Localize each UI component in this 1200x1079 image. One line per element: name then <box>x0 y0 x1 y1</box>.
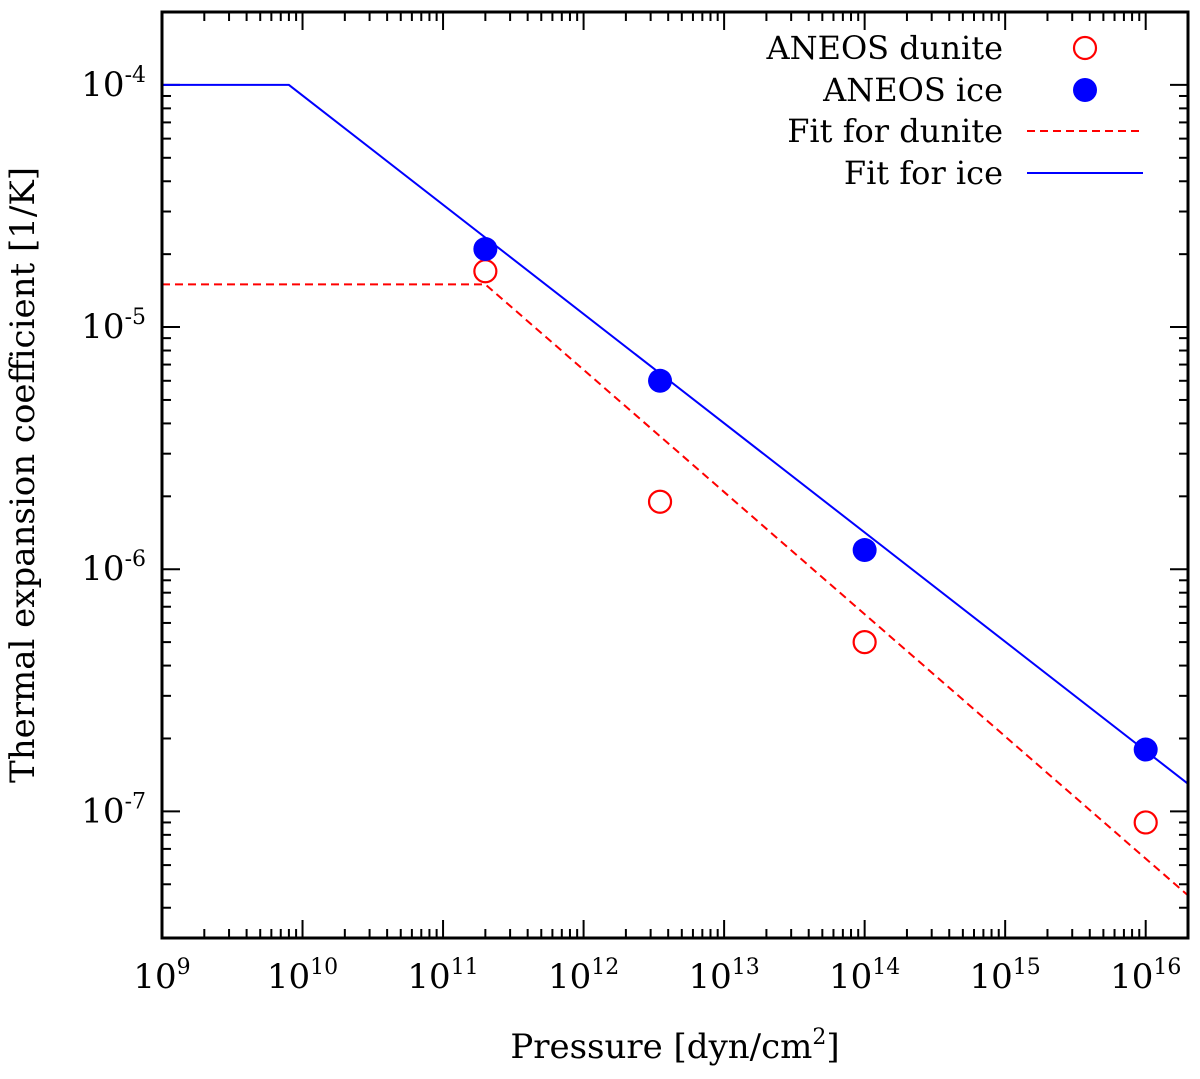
y-tick-label: 10-6 <box>81 547 146 589</box>
x-tick-label: 1011 <box>407 955 478 997</box>
legend-label-fit-for-ice: Fit for ice <box>844 154 1003 192</box>
x-tick-label: 1010 <box>267 955 338 997</box>
aneos-ice-point <box>648 368 673 393</box>
legend-marker-aneos-dunite <box>1072 35 1098 61</box>
legend-label-fit-for-dunite: Fit for dunite <box>787 112 1003 150</box>
aneos-ice-point <box>473 237 498 262</box>
legend-label-aneos-ice: ANEOS ice <box>822 71 1003 109</box>
plot-area <box>162 83 1188 897</box>
x-tick-label: 1013 <box>688 955 759 997</box>
plot-frame <box>160 10 1190 940</box>
x-tick-label: 1015 <box>970 955 1041 997</box>
axis-ticks <box>161 11 1189 939</box>
fit-for-ice-line <box>162 83 1188 785</box>
aneos-dunite-point <box>647 489 673 514</box>
legend-marker-aneos-ice <box>1073 78 1097 102</box>
legend-label-aneos-dunite: ANEOS dunite <box>765 29 1003 67</box>
aneos-dunite-point <box>1133 810 1158 835</box>
x-tick-label: 1014 <box>829 955 900 997</box>
y-tick-label: 10-5 <box>81 305 146 347</box>
aneos-ice-point <box>1133 737 1158 762</box>
y-axis-label: Thermal expansion coefficient [1/K] <box>3 167 43 783</box>
x-axis-label: Pressure [dyn/cm2] <box>510 1025 839 1067</box>
x-tick-label: 1012 <box>548 955 619 997</box>
x-tick-label: 1016 <box>1110 955 1181 997</box>
aneos-ice-point <box>852 538 877 563</box>
x-tick-labels: 109 1010 1011 1012 1013 1014 1015 1016 <box>133 955 1181 997</box>
fit-for-dunite-line <box>162 283 1188 897</box>
y-tick-label: 10-7 <box>81 789 146 831</box>
y-tick-label: 10-4 <box>81 63 146 105</box>
aneos-dunite-point <box>852 630 877 655</box>
x-tick-label: 109 <box>133 955 190 997</box>
y-tick-labels: 10-4 10-5 10-6 10-7 <box>81 63 146 831</box>
aneos-dunite-point <box>473 259 498 284</box>
